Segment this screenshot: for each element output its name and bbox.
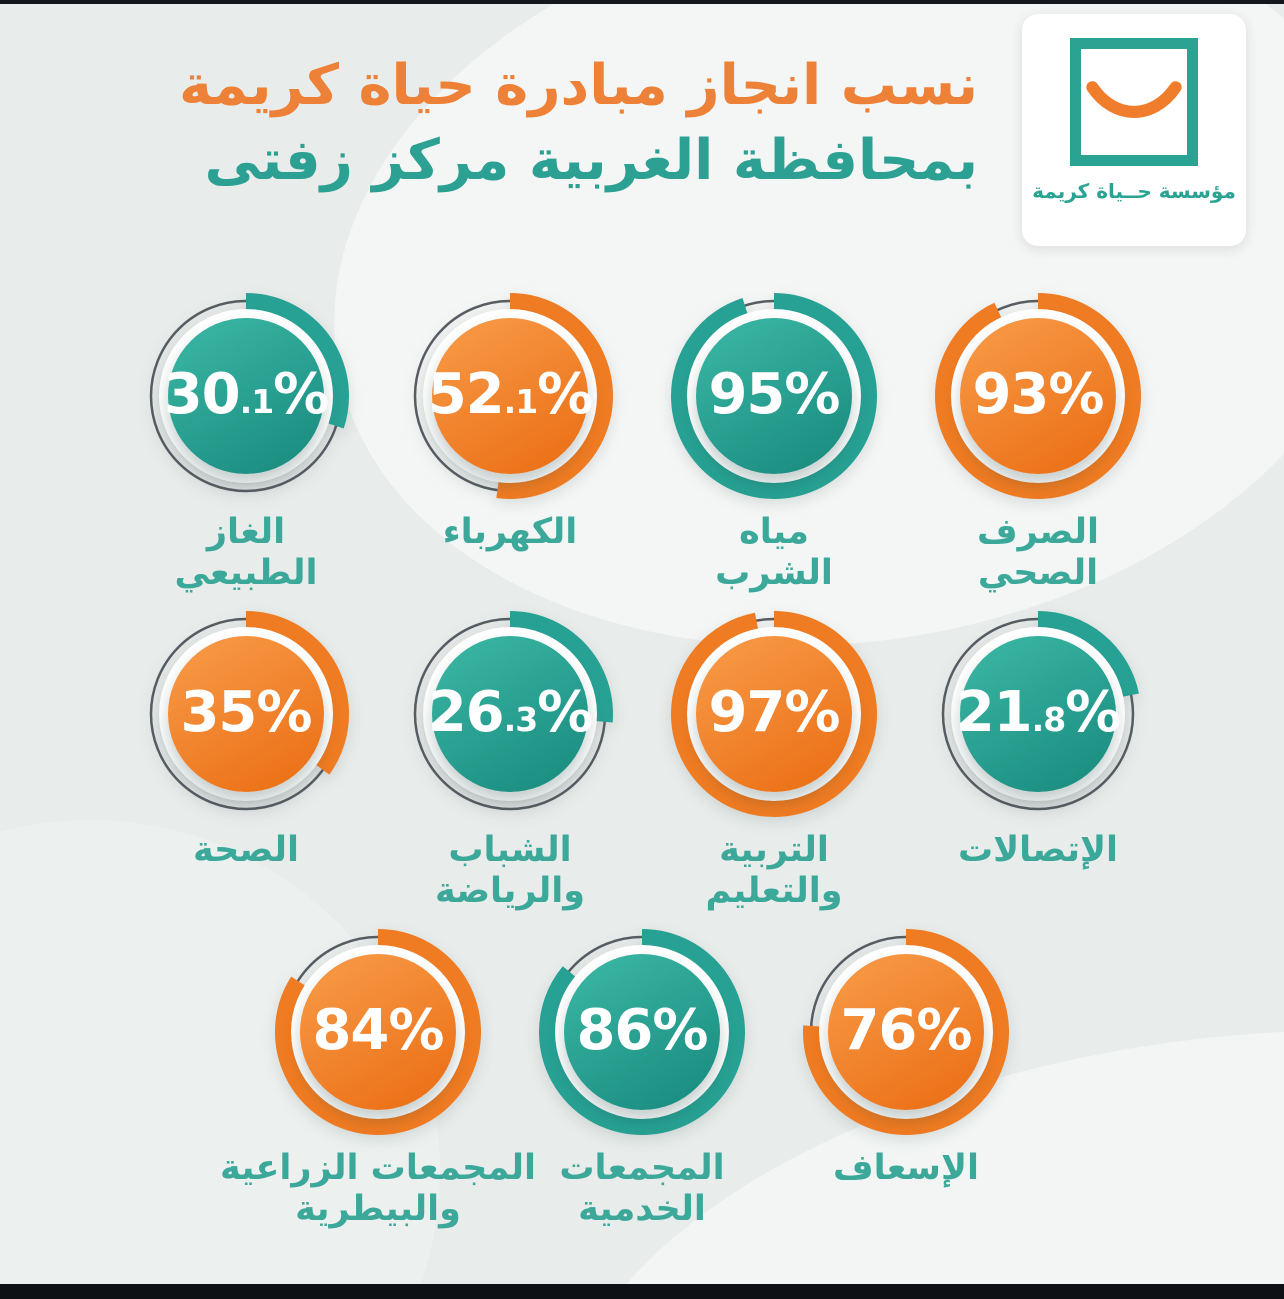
gauge-electricity: 52.1% الكهرباء (378, 278, 642, 596)
value-integer: 84 (312, 998, 389, 1064)
gauge-health: 35% الصحة (114, 596, 378, 914)
gauge-agri-vet-complexes: 84% المجمعات الزراعية والبيطرية (220, 914, 536, 1232)
gauge-value-ambulance: 76% (802, 998, 1010, 1063)
gauge-disc-health (168, 636, 324, 792)
value-decimal: .3 (503, 700, 538, 740)
gauge-value-sanitation: 93% (934, 362, 1142, 427)
gauge-row-2: 21.8% الإتصالات 97% التربية والتعليم 26.3% ال… (0, 596, 1284, 914)
gauge-communications: 21.8% الإتصالات (906, 596, 1170, 914)
gauge-ambulance: 76% الإسعاف (774, 914, 1038, 1232)
gauge-value-health: 35% (142, 680, 350, 745)
hayah-karima-logo (1070, 38, 1198, 166)
gauge-youth-sports: 26.3% الشباب والرياضة (378, 596, 642, 914)
gauge-service-complexes: 86% المجمعات الخدمية (510, 914, 774, 1232)
gauge-value-natural-gas: 30.1% (142, 362, 350, 427)
gauge-dial-communications: 21.8% (934, 610, 1142, 818)
gauge-disc-sanitation (960, 318, 1116, 474)
gauge-dial-ambulance: 76% (802, 928, 1010, 1136)
gauge-dial-health: 35% (142, 610, 350, 818)
gauge-label-sanitation: الصرف الصحي (976, 512, 1100, 594)
value-integer: 93 (972, 362, 1049, 428)
gauge-label-health: الصحة (192, 830, 300, 870)
gauge-dial-drinking-water: 95% (670, 292, 878, 500)
smile-icon (1086, 81, 1182, 118)
top-letterbox-bar (0, 0, 1284, 4)
gauge-label-drinking-water: مياه الشرب (715, 512, 833, 594)
gauge-value-agri-vet-complexes: 84% (274, 998, 482, 1063)
gauge-dial-service-complexes: 86% (538, 928, 746, 1136)
logo-card: مؤسسة حــياة كريمة (1022, 14, 1246, 246)
value-integer: 76 (840, 998, 917, 1064)
gauge-label-ambulance: الإسعاف (832, 1148, 980, 1188)
value-percent-sign: % (784, 362, 840, 428)
value-integer: 21 (955, 680, 1033, 746)
gauges-grid: 93% الصرف الصحي 95% مياه الشرب 52.1% الكهرباء… (0, 278, 1284, 1232)
logo-caption: مؤسسة حــياة كريمة (1032, 179, 1236, 203)
value-percent-sign: % (1065, 680, 1121, 746)
gauge-label-agri-vet-complexes: المجمعات الزراعية والبيطرية (219, 1148, 537, 1230)
gauge-disc-education (696, 636, 852, 792)
gauge-label-electricity: الكهرباء (442, 512, 578, 552)
gauge-value-education: 97% (670, 680, 878, 745)
gauge-row-3: 76% الإسعاف 86% المجمعات الخدمية 84% المجمعات… (0, 914, 1284, 1232)
gauge-disc-agri-vet-complexes (300, 954, 456, 1110)
gauge-dial-agri-vet-complexes: 84% (274, 928, 482, 1136)
gauge-disc-natural-gas (168, 318, 324, 474)
gauge-dial-natural-gas: 30.1% (142, 292, 350, 500)
title-line-2: بمحافظة الغربية مركز زفتى (204, 128, 978, 194)
value-integer: 26 (427, 680, 505, 746)
value-percent-sign: % (537, 680, 593, 746)
gauge-drinking-water: 95% مياه الشرب (642, 278, 906, 596)
gauge-sanitation: 93% الصرف الصحي (906, 278, 1170, 596)
gauge-value-electricity: 52.1% (406, 362, 614, 427)
gauge-row-1: 93% الصرف الصحي 95% مياه الشرب 52.1% الكهرباء… (0, 278, 1284, 596)
value-percent-sign: % (273, 362, 329, 428)
gauge-disc-drinking-water (696, 318, 852, 474)
header: مؤسسة حــياة كريمة نسب انجاز مبادرة حياة… (179, 14, 1246, 246)
gauge-label-service-complexes: المجمعات الخدمية (559, 1148, 725, 1230)
gauge-education: 97% التربية والتعليم (642, 596, 906, 914)
gauge-label-education: التربية والتعليم (705, 830, 843, 912)
value-percent-sign: % (1048, 362, 1104, 428)
gauge-disc-ambulance (828, 954, 984, 1110)
gauge-disc-service-complexes (564, 954, 720, 1110)
value-percent-sign: % (652, 998, 708, 1064)
value-decimal: .1 (503, 382, 538, 422)
value-decimal: .1 (239, 382, 274, 422)
gauge-label-communications: الإتصالات (957, 830, 1119, 870)
gauge-dial-education: 97% (670, 610, 878, 818)
gauge-value-service-complexes: 86% (538, 998, 746, 1063)
gauge-disc-youth-sports (432, 636, 588, 792)
gauge-label-natural-gas: الغاز الطبيعي (174, 512, 318, 594)
gauge-dial-electricity: 52.1% (406, 292, 614, 500)
gauge-dial-youth-sports: 26.3% (406, 610, 614, 818)
value-integer: 86 (576, 998, 653, 1064)
value-percent-sign: % (916, 998, 972, 1064)
page-title: نسب انجاز مبادرة حياة كريمة بمحافظة الغر… (179, 48, 978, 198)
value-percent-sign: % (784, 680, 840, 746)
gauge-value-youth-sports: 26.3% (406, 680, 614, 745)
value-integer: 52 (427, 362, 505, 428)
gauge-dial-sanitation: 93% (934, 292, 1142, 500)
gauge-label-youth-sports: الشباب والرياضة (435, 830, 585, 912)
value-percent-sign: % (537, 362, 593, 428)
value-integer: 95 (708, 362, 785, 428)
gauge-disc-electricity (432, 318, 588, 474)
gauge-value-communications: 21.8% (934, 680, 1142, 745)
gauge-value-drinking-water: 95% (670, 362, 878, 427)
value-percent-sign: % (256, 680, 312, 746)
title-line-1: نسب انجاز مبادرة حياة كريمة (179, 53, 978, 118)
value-percent-sign: % (388, 998, 444, 1064)
gauge-natural-gas: 30.1% الغاز الطبيعي (114, 278, 378, 596)
bottom-letterbox-bar (0, 1284, 1284, 1299)
gauge-disc-communications (960, 636, 1116, 792)
value-integer: 30 (163, 362, 241, 428)
value-decimal: .8 (1031, 700, 1066, 740)
value-integer: 35 (180, 680, 257, 746)
value-integer: 97 (708, 680, 785, 746)
